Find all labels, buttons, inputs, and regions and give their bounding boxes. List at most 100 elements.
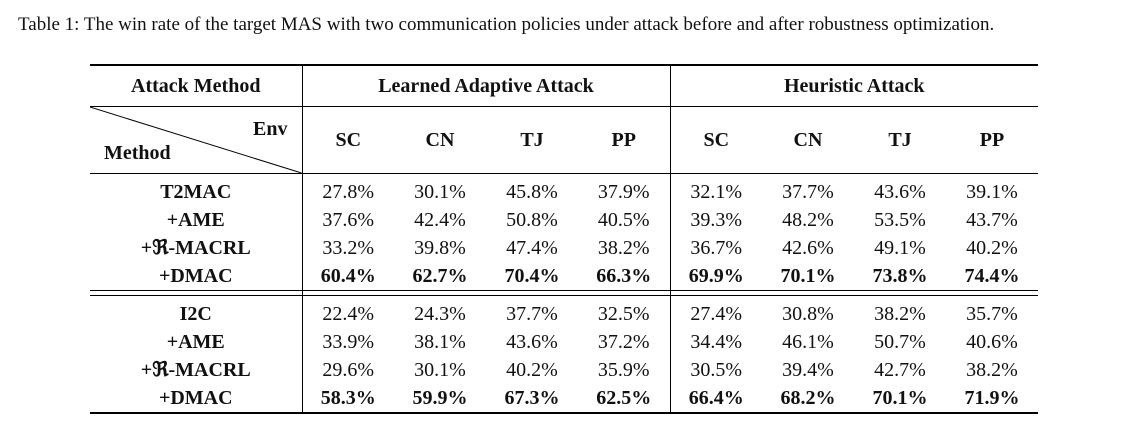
env-header: SC	[670, 106, 762, 174]
table-cell: 29.6%	[322, 359, 375, 381]
table-cell: 67.3%	[486, 384, 578, 414]
table-row: +ℜ-MACRL 33.2% 39.8% 47.4% 38.2% 36.7% 4…	[90, 234, 1038, 262]
table-cell: 40.6%	[966, 331, 1018, 353]
table-row: +AME 33.9% 38.1% 43.6% 37.2% 34.4% 46.1%…	[90, 328, 1038, 356]
table-row: +AME 37.6% 42.4% 50.8% 40.5% 39.3% 48.2%…	[90, 206, 1038, 234]
method-label: Method	[104, 142, 171, 164]
table-cell: 37.7%	[782, 181, 834, 203]
table-cell: 30.1%	[414, 181, 466, 203]
table-row: +DMAC 60.4% 62.7% 70.4% 66.3% 69.9% 70.1…	[90, 262, 1038, 291]
learned-adaptive-attack-header: Learned Adaptive Attack	[302, 64, 671, 107]
double-rule-gap	[90, 290, 1038, 296]
table-row: +ℜ-MACRL 29.6% 30.1% 40.2% 35.9% 30.5% 3…	[90, 356, 1038, 384]
table-cell: 70.1%	[854, 384, 946, 414]
table-cell: 37.2%	[578, 328, 671, 356]
table-cell: 60.4%	[302, 262, 394, 291]
table-cell: 43.6%	[506, 331, 558, 353]
attack-method-header: Attack Method	[90, 64, 303, 107]
table-cell: 46.1%	[782, 331, 834, 353]
table-cell: 35.9%	[578, 356, 671, 384]
table-cell: 69.9%	[670, 262, 762, 291]
table-cell: 36.7%	[690, 237, 743, 259]
table-cell: 38.2%	[578, 234, 671, 262]
diagonal-header-cell: Env Method	[90, 106, 303, 174]
table-cell: 58.3%	[302, 384, 394, 414]
table-cell: 38.2%	[966, 359, 1018, 381]
table-cell: 42.4%	[414, 209, 466, 231]
table-cell: 24.3%	[414, 303, 466, 325]
table-cell: 70.4%	[486, 262, 578, 291]
table-cell: 30.8%	[782, 303, 834, 325]
env-header: TJ	[854, 106, 946, 174]
header-row-groups: Attack Method Learned Adaptive Attack He…	[90, 64, 1038, 107]
table-cell: 43.6%	[874, 181, 926, 203]
method-name: +DMAC	[90, 384, 303, 414]
method-name: +AME	[90, 206, 303, 234]
table-cell: 37.7%	[506, 303, 558, 325]
method-name: +ℜ-MACRL	[90, 356, 303, 384]
diagonal-divider	[90, 107, 302, 173]
table-cell: 35.7%	[966, 303, 1018, 325]
table-cell: 50.8%	[506, 209, 558, 231]
table-cell: 73.8%	[854, 262, 946, 291]
table-row: I2C 22.4% 24.3% 37.7% 32.5% 27.4% 30.8% …	[90, 295, 1038, 328]
table-cell: 62.7%	[394, 262, 486, 291]
table-cell: 27.8%	[322, 181, 375, 203]
method-name: I2C	[90, 295, 303, 328]
table-cell: 32.1%	[690, 181, 743, 203]
table-cell: 32.5%	[578, 295, 671, 328]
table-cell: 59.9%	[394, 384, 486, 414]
method-name: +ℜ-MACRL	[90, 234, 303, 262]
table-caption: Table 1: The win rate of the target MAS …	[18, 14, 995, 35]
table-row: +DMAC 58.3% 59.9% 67.3% 62.5% 66.4% 68.2…	[90, 384, 1038, 414]
table-cell: 49.1%	[874, 237, 926, 259]
table-cell: 27.4%	[690, 303, 743, 325]
table-cell: 22.4%	[322, 303, 375, 325]
table-cell: 74.4%	[946, 262, 1038, 291]
table-cell: 45.8%	[506, 181, 558, 203]
table-cell: 30.5%	[690, 359, 743, 381]
table-cell: 38.2%	[874, 303, 926, 325]
env-label: Env	[253, 118, 288, 140]
table-cell: 30.1%	[414, 359, 466, 381]
table-cell: 47.4%	[506, 237, 558, 259]
table-cell: 40.5%	[578, 206, 671, 234]
heuristic-attack-header: Heuristic Attack	[670, 64, 1038, 107]
table-cell: 42.6%	[782, 237, 834, 259]
table-cell: 68.2%	[762, 384, 854, 414]
table-row: T2MAC 27.8% 30.1% 45.8% 37.9% 32.1% 37.7…	[90, 173, 1038, 206]
table-cell: 37.9%	[578, 173, 671, 206]
table-cell: 33.9%	[322, 331, 375, 353]
table-cell: 50.7%	[874, 331, 926, 353]
env-header: TJ	[486, 106, 578, 174]
method-name: +DMAC	[90, 262, 303, 291]
env-header: CN	[762, 106, 854, 174]
env-header: CN	[394, 106, 486, 174]
method-name: +AME	[90, 328, 303, 356]
table-cell: 34.4%	[690, 331, 743, 353]
table-cell: 71.9%	[946, 384, 1038, 414]
results-table: Attack Method Learned Adaptive Attack He…	[90, 64, 1038, 414]
env-header: SC	[302, 106, 394, 174]
table-cell: 48.2%	[782, 209, 834, 231]
table-cell: 40.2%	[506, 359, 558, 381]
table-cell: 39.3%	[690, 209, 743, 231]
table-cell: 53.5%	[874, 209, 926, 231]
method-name: T2MAC	[90, 173, 303, 206]
table-cell: 66.3%	[578, 262, 671, 291]
env-header: PP	[946, 106, 1038, 174]
table-cell: 62.5%	[578, 384, 671, 414]
table-cell: 66.4%	[670, 384, 762, 414]
table-cell: 37.6%	[322, 209, 375, 231]
table-cell: 43.7%	[966, 209, 1018, 231]
table-cell: 38.1%	[414, 331, 466, 353]
table-cell: 40.2%	[966, 237, 1018, 259]
table-cell: 70.1%	[762, 262, 854, 291]
table-cell: 39.4%	[782, 359, 834, 381]
table-cell: 42.7%	[874, 359, 926, 381]
table-cell: 33.2%	[322, 237, 375, 259]
table-cell: 39.8%	[414, 237, 466, 259]
table-cell: 39.1%	[966, 181, 1018, 203]
header-row-envs: Env Method SC CN TJ PP SC CN TJ PP	[90, 106, 1038, 174]
env-header: PP	[578, 106, 671, 174]
